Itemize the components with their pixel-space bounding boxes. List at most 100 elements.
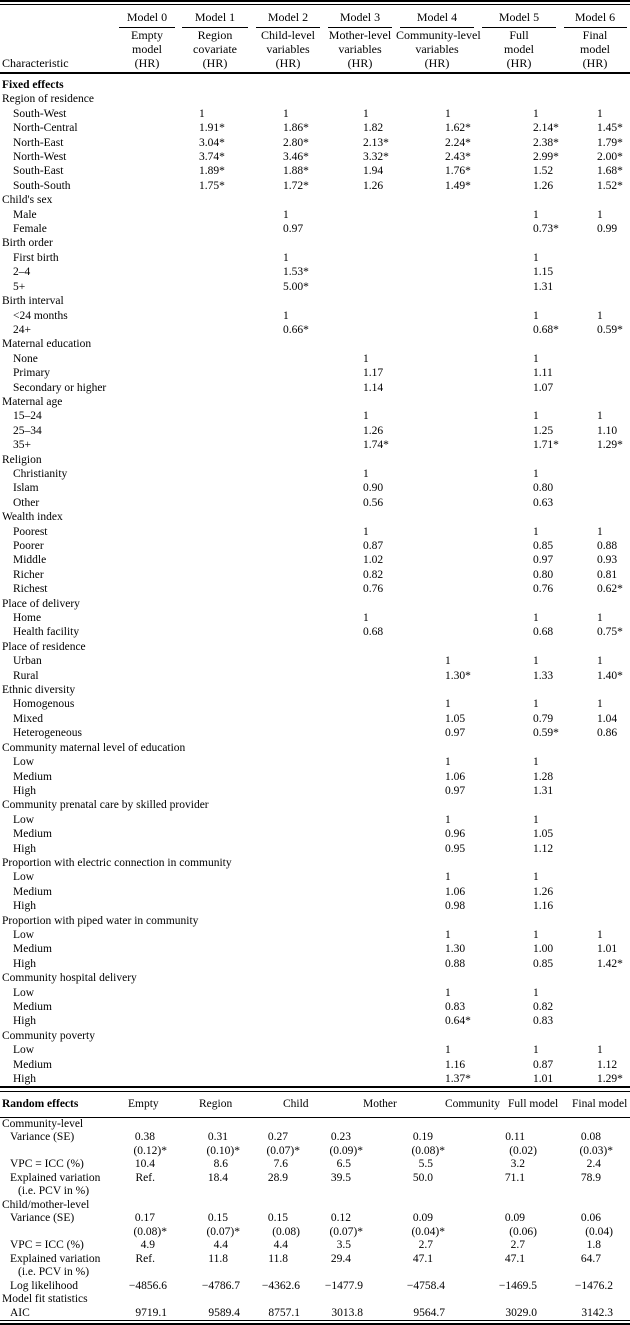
value-cell — [116, 1043, 178, 1057]
group-row: Community hospital delivery — [0, 971, 630, 985]
value-cell — [324, 1014, 396, 1028]
value-cell: 0.93 — [597, 554, 618, 567]
value-cell: 5.5 — [418, 1158, 433, 1171]
value-cell — [252, 827, 324, 841]
value-cell: 2.00* — [597, 151, 623, 164]
value-cell — [252, 481, 324, 495]
value-cell — [324, 899, 396, 913]
value-cell — [116, 352, 178, 366]
row-label: Other — [13, 496, 40, 509]
table-row: Medium 1.30 1.00 1.01 — [0, 942, 630, 956]
random-effects-header-row: Random effects Empty Region Child Mother Comm… — [0, 1091, 630, 1118]
value-cell — [324, 697, 396, 711]
value-cell: 3029.0 — [505, 1306, 537, 1319]
table-body: Fixed effects Region of residence South-We… — [0, 73, 630, 1320]
value-cell — [324, 1043, 396, 1057]
table-row: Female 0.97 0.73* 0.99 — [0, 222, 630, 236]
value-cell: −1476.2 — [574, 1279, 613, 1292]
value-cell: 1.79* — [597, 136, 623, 149]
table-row: 24+ 0.66* 0.68* 0.59* — [0, 323, 630, 337]
value-cell: 0.68 — [363, 626, 384, 639]
value-cell: 1.05 — [445, 712, 466, 725]
value-cell — [252, 885, 324, 899]
row-label: Heterogeneous — [13, 727, 82, 740]
value-cell: 1 — [283, 208, 289, 221]
model-1-hr-label: (HR) — [178, 56, 252, 74]
value-cell — [178, 496, 252, 510]
value-cell: 0.23 (0.09)* — [329, 1131, 363, 1157]
model-2-hr-label: (HR) — [252, 56, 324, 74]
value-cell — [324, 957, 396, 971]
row-label: Medium — [13, 943, 52, 956]
value-cell: 0.97 — [283, 223, 304, 236]
value-cell — [252, 409, 324, 423]
model-3-subtitle: variables — [338, 42, 382, 56]
value-cell: 1 — [533, 309, 539, 322]
group-row: Wealth index — [0, 510, 630, 524]
value-cell — [324, 942, 396, 956]
value-cell: −4758.4 — [406, 1279, 445, 1292]
table-row: Medium 1.06 1.26 — [0, 885, 630, 899]
value-cell: 1.16 — [533, 900, 554, 913]
value-cell — [396, 525, 478, 539]
value-cell — [116, 1000, 178, 1014]
table-row: High 0.88 0.85 1.42* — [0, 957, 630, 971]
value-cell — [324, 654, 396, 668]
value-cell: 1.49* — [445, 179, 471, 192]
group-label: Child's sex — [2, 194, 53, 207]
value-cell — [252, 496, 324, 510]
value-cell — [178, 942, 252, 956]
value-cell: 1 — [533, 467, 539, 480]
value-cell — [116, 625, 178, 639]
value-cell: 7.6 — [273, 1158, 288, 1171]
row-label: North-Central — [13, 122, 78, 135]
group-row: Community prenatal care by skilled provi… — [0, 798, 630, 812]
value-cell — [252, 1014, 324, 1028]
value-cell — [396, 366, 478, 380]
table-row: High 1.37* 1.01 1.29* — [0, 1072, 630, 1087]
value-cell — [324, 669, 396, 683]
row-label: High — [13, 957, 36, 970]
value-cell: 0.90 — [363, 482, 384, 495]
value-cell: 0.19 (0.08)* — [411, 1131, 445, 1157]
value-cell — [324, 986, 396, 1000]
value-cell — [116, 323, 178, 337]
value-cell — [560, 770, 630, 784]
row-label: Medium — [13, 1058, 52, 1071]
value-cell — [252, 611, 324, 625]
group-label: Maternal education — [2, 338, 92, 351]
value-cell: 0.38 (0.12)* — [133, 1131, 167, 1157]
row-label: 35+ — [13, 439, 31, 452]
group-label: Community hospital delivery — [2, 972, 137, 985]
row-label: Explained variation (i.e. PCV in %) — [10, 1252, 101, 1279]
re-column-label: Final model — [560, 1091, 630, 1118]
value-cell — [178, 784, 252, 798]
row-label: Low — [13, 1044, 35, 1057]
table-row: North-East 3.04* 2.80* 2.13* 2.24* 2.38* 1.79* — [0, 136, 630, 150]
value-cell: 1.37* — [445, 1073, 471, 1086]
model-2-subtitle: variables — [266, 42, 310, 56]
value-cell — [560, 1000, 630, 1014]
row-label: South-East — [13, 165, 64, 178]
value-cell — [178, 438, 252, 452]
model-1-subtitle: Region — [197, 28, 233, 42]
value-cell: 2.13* — [363, 136, 389, 149]
value-cell: 0.76 — [533, 583, 554, 596]
table-row: Richest 0.76 0.76 0.62* — [0, 582, 630, 596]
model-subtitle-row-3: Characteristic (HR) (HR) (HR) (HR) (HR) … — [0, 56, 630, 74]
value-cell: 9564.7 — [413, 1306, 445, 1319]
group-label: Community poverty — [2, 1029, 95, 1042]
table-row: Low 1 1 — [0, 755, 630, 769]
value-cell: 2.4 — [586, 1158, 601, 1171]
value-cell — [252, 352, 324, 366]
value-cell — [116, 784, 178, 798]
value-cell — [560, 755, 630, 769]
value-cell — [324, 251, 396, 265]
model-5-subtitle: model — [504, 42, 534, 56]
value-cell — [116, 842, 178, 856]
value-cell: 0.95 — [445, 842, 466, 855]
table-row: Medium 1.16 0.87 1.12 — [0, 1058, 630, 1072]
value-cell — [252, 625, 324, 639]
value-cell — [560, 784, 630, 798]
value-cell — [178, 827, 252, 841]
